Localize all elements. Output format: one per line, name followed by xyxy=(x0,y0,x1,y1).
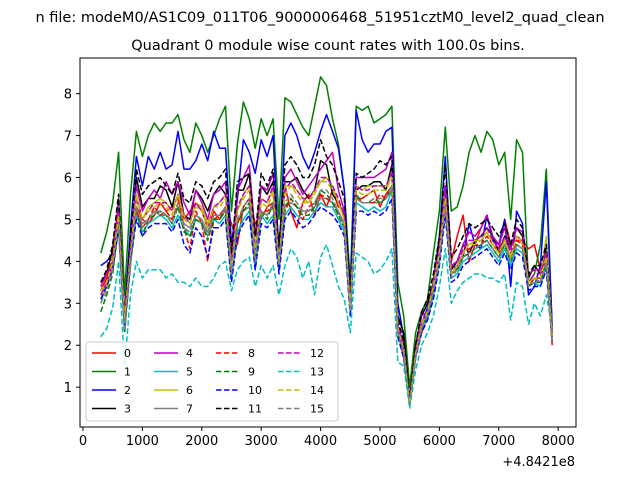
series-line-1 xyxy=(100,76,553,388)
series-line-10 xyxy=(100,197,553,405)
x-tick-label: 8000 xyxy=(542,434,575,449)
legend-label-3: 3 xyxy=(124,403,131,416)
x-tick-label: 3000 xyxy=(245,434,278,449)
legend-label-9: 9 xyxy=(248,366,255,379)
x-tick-label: 2000 xyxy=(185,434,218,449)
x-tick-label: 7000 xyxy=(482,434,515,449)
legend-label-8: 8 xyxy=(248,347,255,360)
legend-label-15: 15 xyxy=(310,403,324,416)
legend-label-5: 5 xyxy=(186,366,193,379)
legend-label-6: 6 xyxy=(186,384,193,397)
x-axis: 0 1000 2000 3000 4000 5000 6000 7000 8000 xyxy=(79,427,575,449)
legend-label-0: 0 xyxy=(124,347,131,360)
y-tick-label: 3 xyxy=(64,297,72,312)
y-tick-label: 8 xyxy=(64,88,72,103)
legend-label-12: 12 xyxy=(310,347,324,360)
x-tick-label: 5000 xyxy=(363,434,396,449)
legend-label-2: 2 xyxy=(124,384,131,397)
series-line-14 xyxy=(100,176,553,405)
series-line-4 xyxy=(100,151,553,401)
legend-label-4: 4 xyxy=(186,347,193,360)
chart-title: Quadrant 0 module wise count rates with … xyxy=(131,38,525,54)
y-tick-label: 1 xyxy=(64,381,72,396)
x-tick-label: 4000 xyxy=(304,434,337,449)
y-tick-label: 7 xyxy=(64,130,72,145)
series-line-5 xyxy=(100,189,553,405)
y-axis: 1 2 3 4 5 6 7 8 xyxy=(64,88,80,396)
plot-frame xyxy=(79,57,577,428)
legend-label-1: 1 xyxy=(124,366,131,379)
x-tick-label: 0 xyxy=(79,434,87,449)
legend-label-7: 7 xyxy=(186,403,193,416)
legend-label-13: 13 xyxy=(310,366,324,379)
y-tick-label: 6 xyxy=(64,172,72,187)
series-line-11 xyxy=(100,139,553,401)
series-line-2 xyxy=(100,109,553,401)
y-tick-label: 2 xyxy=(64,339,72,354)
x-tick-label: 6000 xyxy=(423,434,456,449)
series-layer xyxy=(100,76,553,409)
legend-label-10: 10 xyxy=(248,384,262,397)
series-line-13 xyxy=(100,243,553,409)
x-offset-label: +4.8421e8 xyxy=(502,455,575,470)
figure-title: n file: modeM0/AS1C09_011T06_9000006468_… xyxy=(35,10,604,26)
series-line-8 xyxy=(100,185,553,405)
y-tick-label: 5 xyxy=(64,213,72,228)
x-tick-label: 1000 xyxy=(126,434,159,449)
legend-box xyxy=(85,341,339,422)
legend-label-11: 11 xyxy=(248,403,262,416)
legend-label-14: 14 xyxy=(310,384,324,397)
y-tick-label: 4 xyxy=(64,255,72,270)
series-line-15 xyxy=(100,185,553,405)
